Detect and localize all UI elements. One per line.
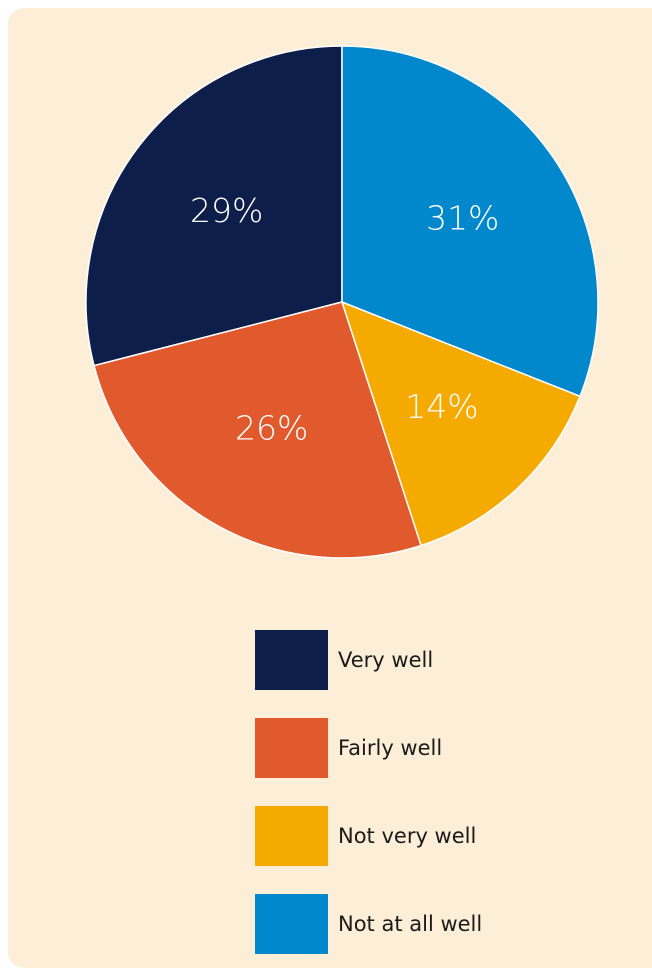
legend-swatch	[255, 630, 328, 690]
legend-swatch	[255, 806, 328, 866]
value-label: 29%	[190, 191, 263, 230]
pie-slice	[341, 45, 599, 398]
pie-slice	[85, 45, 343, 367]
legend-label: Very well	[338, 648, 433, 672]
value-label: 26%	[235, 408, 308, 447]
value-label: 31%	[426, 198, 499, 237]
legend-label: Not at all well	[338, 912, 482, 936]
value-label: 14%	[405, 387, 478, 426]
legend-label: Fairly well	[338, 736, 442, 760]
legend-label: Not very well	[338, 824, 476, 848]
pie-slice	[93, 301, 423, 559]
pie-slice	[340, 300, 581, 547]
legend-swatch	[255, 894, 328, 954]
legend-swatch	[255, 718, 328, 778]
